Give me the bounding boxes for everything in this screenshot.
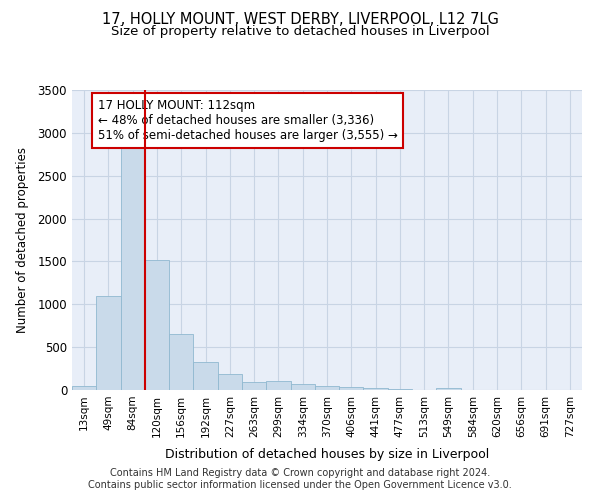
Bar <box>121 137 145 390</box>
Bar <box>218 374 242 390</box>
Bar <box>436 388 461 390</box>
Bar <box>242 382 266 390</box>
Bar <box>193 362 218 390</box>
Text: 17 HOLLY MOUNT: 112sqm
← 48% of detached houses are smaller (3,336)
51% of semi-: 17 HOLLY MOUNT: 112sqm ← 48% of detached… <box>97 99 397 142</box>
Y-axis label: Number of detached properties: Number of detached properties <box>16 147 29 333</box>
Bar <box>364 388 388 390</box>
Text: Size of property relative to detached houses in Liverpool: Size of property relative to detached ho… <box>110 25 490 38</box>
Bar <box>290 384 315 390</box>
Bar <box>145 260 169 390</box>
Bar <box>339 386 364 390</box>
Bar <box>72 386 96 390</box>
Bar <box>169 334 193 390</box>
Bar <box>96 296 121 390</box>
Bar <box>315 386 339 390</box>
Text: 17, HOLLY MOUNT, WEST DERBY, LIVERPOOL, L12 7LG: 17, HOLLY MOUNT, WEST DERBY, LIVERPOOL, … <box>101 12 499 28</box>
Text: Contains HM Land Registry data © Crown copyright and database right 2024.
Contai: Contains HM Land Registry data © Crown c… <box>88 468 512 490</box>
X-axis label: Distribution of detached houses by size in Liverpool: Distribution of detached houses by size … <box>165 448 489 461</box>
Bar <box>266 382 290 390</box>
